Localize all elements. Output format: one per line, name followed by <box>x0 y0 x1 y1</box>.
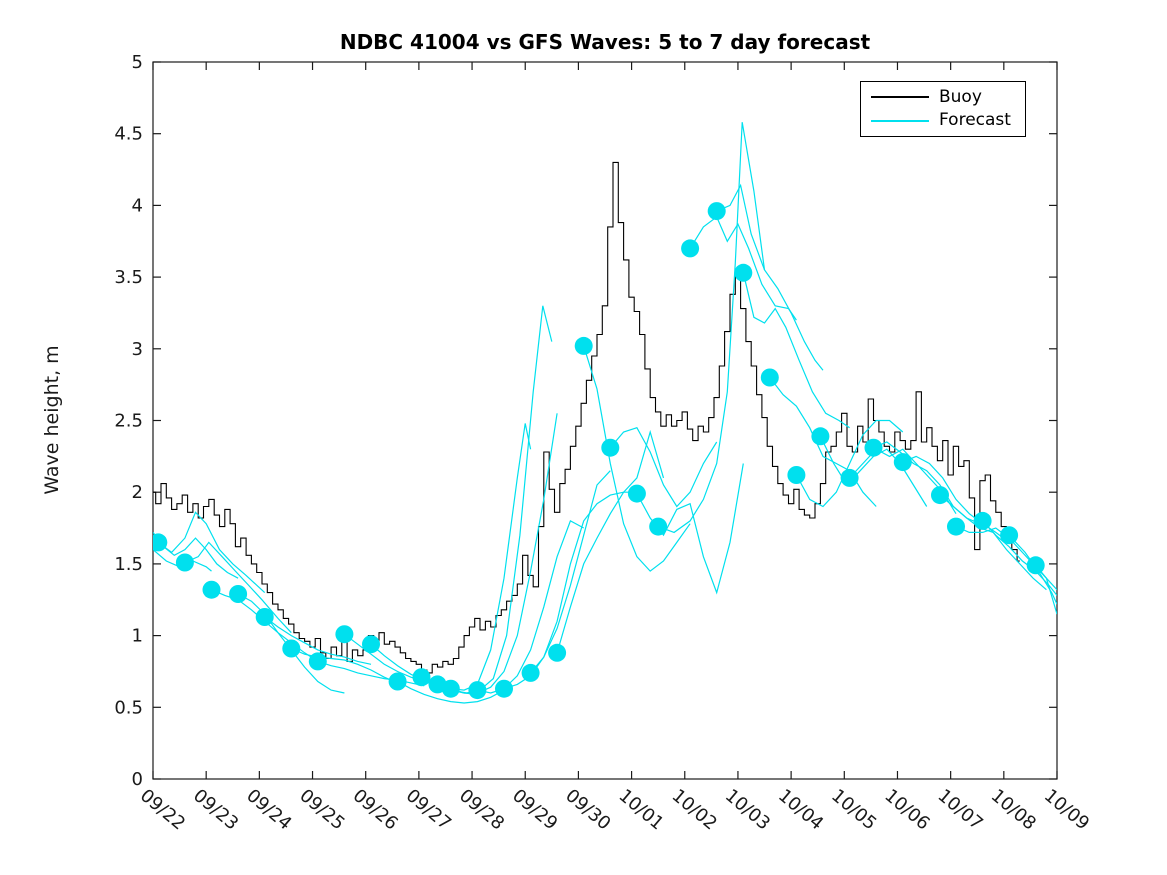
forecast-dot <box>153 533 168 552</box>
legend-label-forecast: Forecast <box>939 110 1011 131</box>
forecast-line <box>742 272 850 429</box>
x-tick-label: 10/09 <box>1040 785 1093 834</box>
chart-title: NDBC 41004 vs GFS Waves: 5 to 7 day fore… <box>339 30 871 54</box>
y-tick-label: 4.5 <box>114 124 143 145</box>
legend-entry-forecast: Forecast <box>871 112 1015 129</box>
y-tick-label: 2 <box>132 482 143 503</box>
buoy-line-sample <box>871 96 929 99</box>
forecast-dot <box>308 652 327 671</box>
x-tick-label: 09/22 <box>136 785 189 834</box>
y-tick-label: 0.5 <box>114 697 143 718</box>
series-layer <box>153 122 1057 704</box>
x-tick-label: 09/27 <box>402 785 455 834</box>
forecast-dot <box>521 663 540 682</box>
forecast-line <box>657 122 766 534</box>
forecast-line <box>477 520 584 694</box>
forecast-dot <box>175 553 194 572</box>
forecast-dot <box>495 679 513 698</box>
legend: Buoy Forecast <box>860 81 1026 137</box>
forecast-dot <box>548 643 567 662</box>
forecast-dot <box>947 517 965 536</box>
forecast-dot <box>601 438 620 457</box>
forecast-dot <box>1000 526 1019 545</box>
forecast-dot <box>229 585 248 603</box>
x-tick-label: 09/24 <box>242 785 295 834</box>
x-tick-label: 09/23 <box>189 785 242 834</box>
forecast-dot <box>335 625 354 644</box>
forecast-line <box>583 345 691 572</box>
y-tick-label: 4 <box>132 195 143 216</box>
forecast-dot <box>202 580 221 599</box>
x-tick-label: 10/05 <box>827 785 880 834</box>
forecast-line <box>397 680 505 704</box>
legend-entry-buoy: Buoy <box>871 86 1015 107</box>
forecast-dot <box>282 639 301 658</box>
forecast-dot <box>412 668 431 687</box>
forecast-line <box>716 183 824 371</box>
x-tick-label: 10/04 <box>774 785 827 834</box>
forecast-line <box>689 215 797 321</box>
forecast-line <box>450 413 558 694</box>
y-tick-label: 5 <box>132 52 143 73</box>
forecast-line <box>795 419 904 508</box>
forecast-line <box>609 426 718 508</box>
x-tick-label: 10/01 <box>615 785 668 834</box>
forecast-dot <box>931 486 949 505</box>
forecast-dot <box>627 484 646 503</box>
forecast-dot <box>734 263 753 282</box>
forecast-dot <box>468 681 487 700</box>
forecast-dot <box>893 453 912 472</box>
forecast-dot <box>864 438 883 457</box>
x-tick-label: 09/26 <box>349 785 402 834</box>
x-tick-label: 09/25 <box>295 785 348 834</box>
forecast-line <box>530 491 637 674</box>
x-tick-label: 10/06 <box>880 785 933 834</box>
forecast-line-sample <box>871 119 929 122</box>
x-tick-label: 10/07 <box>934 785 987 834</box>
legend-label-buoy: Buoy <box>939 86 982 107</box>
forecast-dot <box>787 466 806 484</box>
forecast-dot <box>362 635 380 654</box>
x-tick-label: 09/28 <box>455 785 508 834</box>
buoy-line <box>153 161 1020 674</box>
forecast-line <box>157 511 266 594</box>
y-tick-label: 1.5 <box>114 554 143 575</box>
y-tick-label: 3.5 <box>114 267 143 288</box>
forecast-dot <box>707 202 726 221</box>
x-tick-label: 09/30 <box>561 785 614 834</box>
y-tick-label: 2.5 <box>114 411 143 432</box>
x-tick-label: 10/02 <box>668 785 721 834</box>
forecast-dot <box>574 336 593 355</box>
forecast-line <box>873 441 981 525</box>
forecast-dot <box>255 608 274 626</box>
x-tick-label: 09/29 <box>508 785 561 834</box>
forecast-dot <box>811 427 830 446</box>
x-tick-label: 10/03 <box>721 785 774 834</box>
forecast-line <box>503 470 611 690</box>
forecast-dot <box>973 511 992 530</box>
forecast-line <box>291 647 398 684</box>
forecast-dot <box>1026 556 1045 575</box>
y-tick-label: 1 <box>132 626 143 647</box>
forecast-dot <box>649 517 668 536</box>
forecast-dot <box>760 368 779 387</box>
y-axis-label: Wave height, m <box>41 345 63 495</box>
forecast-line <box>769 377 877 507</box>
forecast-dot <box>441 679 460 698</box>
forecast-dot <box>681 239 700 258</box>
forecast-line <box>264 616 372 665</box>
forecast-line <box>421 423 532 691</box>
x-tick-label: 10/08 <box>987 785 1040 834</box>
forecast-line <box>939 494 1047 591</box>
forecast-line <box>556 429 665 653</box>
forecast-dot <box>840 468 859 487</box>
y-tick-label: 0 <box>132 769 143 790</box>
forecast-line <box>184 541 292 634</box>
forecast-dot <box>388 672 407 691</box>
y-tick-label: 3 <box>132 339 143 360</box>
forecast-line <box>317 660 425 687</box>
